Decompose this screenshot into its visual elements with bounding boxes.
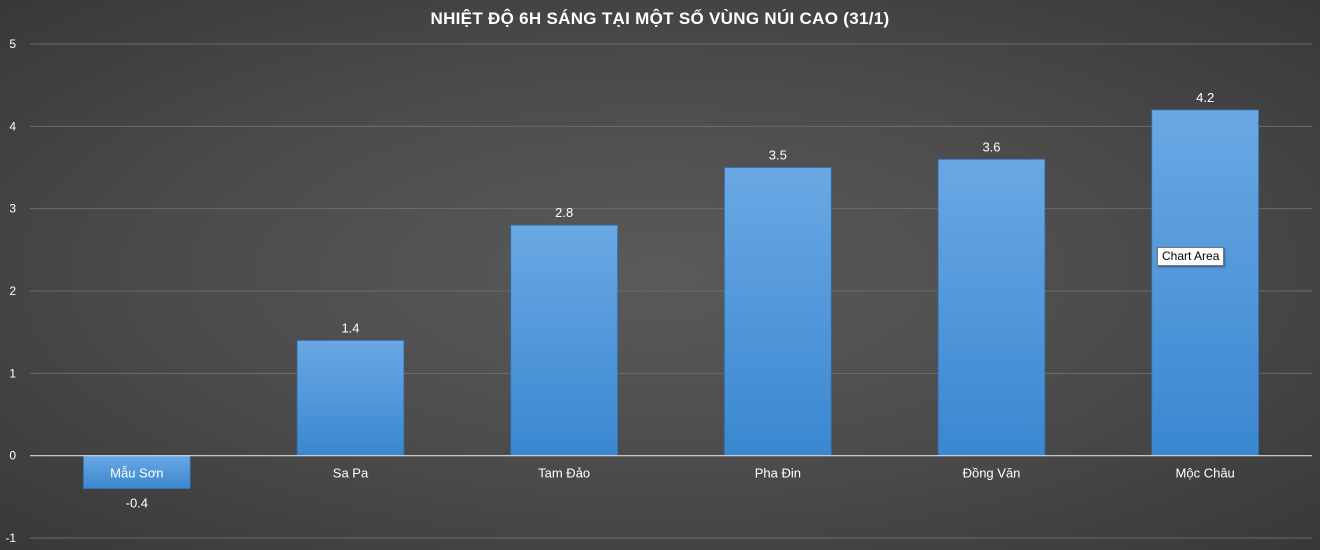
- y-tick-label: 2: [9, 284, 16, 298]
- y-tick-label: 3: [9, 202, 16, 216]
- x-tick-label: Tam Đảo: [538, 466, 590, 481]
- bar-5: [1151, 109, 1259, 457]
- x-tick-label: Mẫu Sơn: [110, 466, 163, 481]
- chart-area-tooltip: Chart Area: [1157, 247, 1225, 266]
- data-label: 3.5: [769, 148, 787, 163]
- bar-4: [937, 158, 1046, 457]
- y-tick-label: 4: [9, 119, 16, 133]
- x-tick-label: Mộc Châu: [1176, 466, 1235, 481]
- x-tick-label: Đồng Văn: [963, 466, 1021, 481]
- bar-3: [724, 167, 832, 457]
- data-label: 4.2: [1196, 90, 1214, 105]
- y-tick-label: -1: [5, 531, 16, 545]
- x-tick-label: Sa Pa: [333, 466, 369, 481]
- data-label: 3.6: [982, 139, 1000, 154]
- chart-title: NHIỆT ĐỘ 6H SÁNG TẠI MỘT SỐ VÙNG NÚI CAO…: [430, 9, 890, 28]
- bar-2: [510, 224, 618, 457]
- x-tick-label: Pha Đin: [755, 466, 801, 481]
- data-label: 1.4: [341, 320, 359, 335]
- y-tick-label: 1: [9, 366, 16, 380]
- y-tick-label: 5: [9, 37, 16, 51]
- data-label: 2.8: [555, 205, 573, 220]
- bar-0: [83, 455, 191, 489]
- bar-1: [296, 339, 405, 457]
- data-label: -0.4: [126, 496, 148, 511]
- y-tick-label: 0: [9, 449, 16, 463]
